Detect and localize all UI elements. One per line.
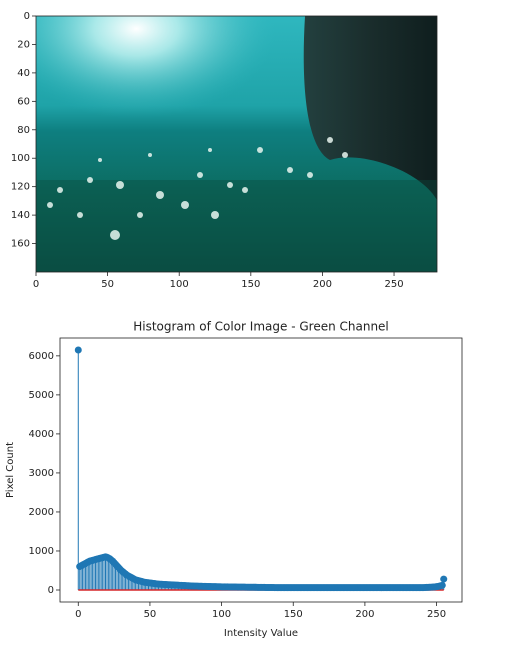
y-tick-label: 5000 [29,390,54,401]
y-tick-label: 3000 [29,468,54,479]
y-tick-label: 0 [48,585,54,596]
plot-frame [59,337,463,603]
y-tick-label: 2000 [29,507,54,518]
x-axis-label: Intensity Value [224,628,298,639]
y-tick-label: 80 [17,125,30,136]
x-tick-label: 200 [313,279,332,290]
y-tick-label: 1000 [29,546,54,557]
photo [36,16,437,272]
x-tick-label: 250 [427,609,446,620]
stem-marker [440,575,448,583]
y-tick-label: 120 [11,182,30,193]
y-tick-label: 60 [17,96,30,107]
x-tick-label: 200 [355,609,374,620]
y-tick-label: 100 [11,153,30,164]
x-tick-label: 250 [384,279,403,290]
x-tick-label: 100 [170,279,189,290]
x-tick-label: 150 [284,609,303,620]
image-frame [35,15,438,273]
y-axis-label: Pixel Count [5,442,16,498]
y-tick-label: 140 [11,210,30,221]
x-tick-label: 150 [241,279,260,290]
x-tick-label: 50 [144,609,157,620]
stem-marker [74,346,82,354]
y-tick-label: 40 [17,68,30,79]
x-tick-label: 0 [33,279,39,290]
y-tick-label: 4000 [29,429,54,440]
stem-marker [438,581,446,589]
x-tick-label: 0 [75,609,81,620]
chart-title: Histogram of Color Image - Green Channel [133,320,389,334]
x-tick-label: 50 [101,279,114,290]
x-tick-label: 100 [212,609,231,620]
y-tick-label: 0 [24,11,30,22]
y-tick-label: 160 [11,239,30,250]
y-tick-label: 20 [17,39,30,50]
y-tick-label: 6000 [29,351,54,362]
